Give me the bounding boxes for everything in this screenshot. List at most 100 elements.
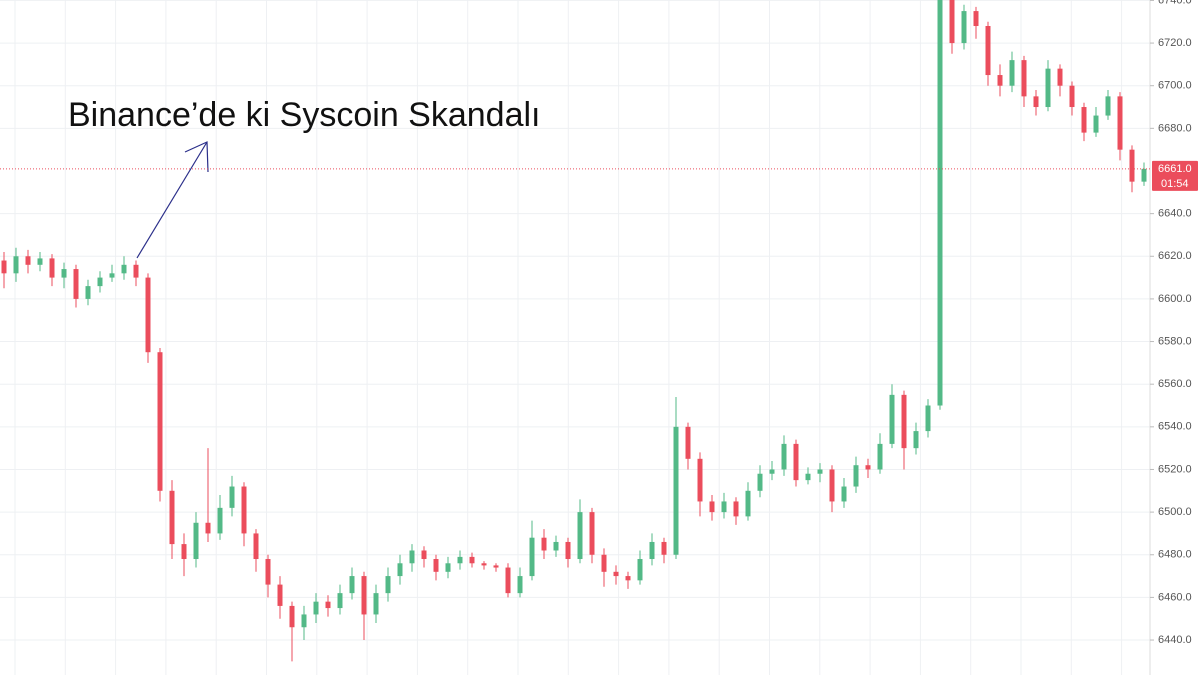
candle-body (241, 486, 247, 534)
candle-body (313, 601, 319, 615)
candle-body (1021, 60, 1027, 97)
candle-body (613, 571, 619, 577)
candle-body (121, 264, 127, 274)
y-tick-label: 6640.0 (1158, 208, 1192, 220)
candle-body (385, 576, 391, 594)
candle-body (433, 559, 439, 572)
candle-body (889, 394, 895, 444)
candle-body (769, 469, 775, 474)
y-tick-label: 6560.0 (1158, 378, 1192, 390)
candle-body (169, 490, 175, 545)
candle-body (1081, 107, 1087, 133)
candle-body (1069, 85, 1075, 108)
candle-body (1033, 96, 1039, 108)
candle-body (409, 550, 415, 564)
candle-body (625, 576, 631, 581)
candle-body (685, 426, 691, 459)
annotation: Binance’de ki Syscoin Skandalı (68, 96, 541, 134)
candle-body (265, 559, 271, 585)
candle-body (589, 512, 595, 555)
candle-body (49, 258, 55, 278)
candle-body (13, 256, 19, 274)
candle-body (997, 75, 1003, 86)
y-tick-label: 6740.0 (1158, 0, 1192, 6)
candle-body (217, 507, 223, 534)
candle-body (457, 556, 463, 564)
candle-body (757, 473, 763, 491)
candle-body (289, 605, 295, 628)
candle-body (829, 469, 835, 502)
candle-body (841, 486, 847, 502)
candle-body (61, 269, 67, 278)
candle-body (253, 533, 259, 560)
candle-body (733, 501, 739, 517)
candles (1, 0, 1147, 662)
candle-body (481, 563, 487, 566)
candle-body (865, 465, 871, 470)
candle-body (565, 541, 571, 560)
y-tick-label: 6440.0 (1158, 634, 1192, 646)
candle-body (949, 0, 955, 44)
last-price-box (1152, 160, 1198, 191)
y-tick-label: 6500.0 (1158, 506, 1192, 518)
candle-body (853, 465, 859, 487)
candle-body (97, 277, 103, 287)
countdown-label: 01:54 (1161, 178, 1189, 190)
candle-body (913, 431, 919, 449)
candle-body (781, 443, 787, 470)
candle-body (973, 11, 979, 27)
candle-body (1, 260, 7, 274)
y-tick-label: 6520.0 (1158, 463, 1192, 475)
candle-body (25, 256, 31, 265)
y-tick-label: 6700.0 (1158, 80, 1192, 92)
y-tick-label: 6620.0 (1158, 250, 1192, 262)
candle-body (85, 286, 91, 299)
grid (0, 0, 1150, 675)
candle-body (925, 405, 931, 432)
candle-body (1105, 96, 1111, 116)
y-tick-label: 6680.0 (1158, 122, 1192, 134)
candle-body (529, 537, 535, 577)
candle-body (1045, 68, 1051, 108)
candle-body (649, 541, 655, 560)
price-axis: 6440.0 6460.0 6480.0 6500.0 6520.0 6540.0 6560… (1150, 0, 1192, 646)
candle-body (541, 537, 547, 551)
candle-body (337, 593, 343, 609)
candle-body (961, 11, 967, 44)
candle-body (445, 563, 451, 572)
candle-body (205, 522, 211, 534)
candle-body (109, 273, 115, 278)
candle-body (349, 576, 355, 594)
candle-body (421, 550, 427, 560)
candle-body (721, 501, 727, 513)
candle-body (1093, 115, 1099, 133)
y-tick-label: 6480.0 (1158, 549, 1192, 561)
candle-body (1009, 60, 1015, 86)
candle-body (985, 26, 991, 76)
candle-body (73, 269, 79, 299)
candle-body (553, 541, 559, 551)
candle-body (517, 576, 523, 594)
candle-body (505, 567, 511, 594)
candle-body (697, 458, 703, 502)
candle-body (37, 258, 43, 265)
candle-body (1129, 149, 1135, 182)
candle-body (673, 426, 679, 555)
candle-body (301, 614, 307, 628)
y-tick-label: 6720.0 (1158, 37, 1192, 49)
candle-body (1141, 168, 1147, 182)
candle-body (817, 469, 823, 474)
candle-body (469, 556, 475, 564)
candle-body (181, 544, 187, 560)
candle-body (745, 490, 751, 517)
candle-body (1117, 96, 1123, 150)
candle-body (793, 443, 799, 481)
y-tick-label: 6600.0 (1158, 293, 1192, 305)
y-tick-label: 6540.0 (1158, 421, 1192, 433)
candle-body (229, 486, 235, 508)
last-price-label: 6661.0 (1158, 163, 1192, 175)
candle-body (637, 559, 643, 581)
candle-body (661, 541, 667, 555)
